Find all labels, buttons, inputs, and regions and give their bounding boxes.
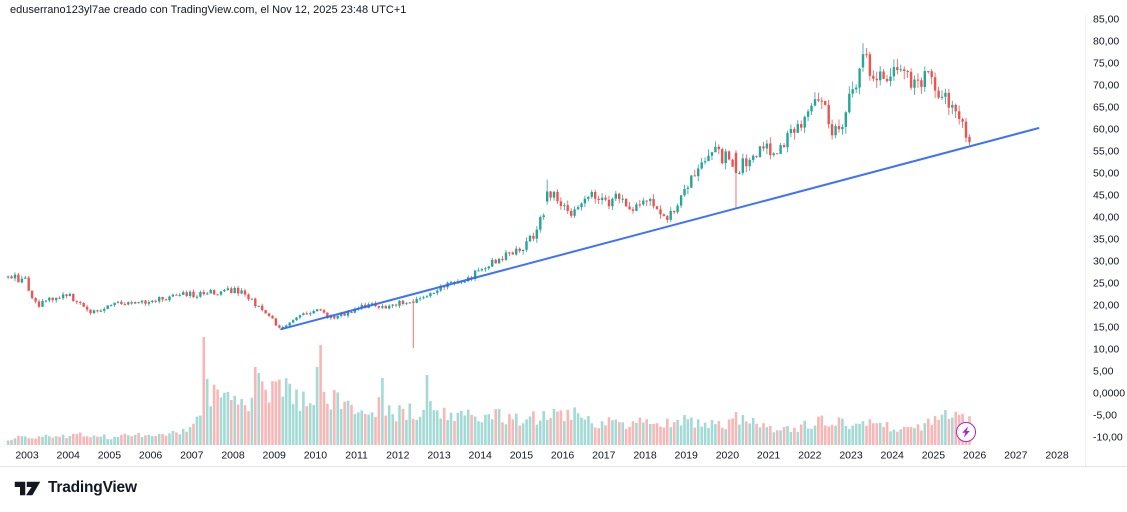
time-tick-label: 2018 [633, 450, 657, 462]
price-tick-label: 15,00 [1093, 322, 1119, 334]
price-tick-label: 10,00 [1093, 344, 1119, 356]
price-axis-top-clip [1080, 0, 1127, 15]
time-tick-label: 2025 [922, 450, 946, 462]
price-tick-label: 0,0000 [1093, 388, 1125, 400]
time-tick-label: 2022 [798, 450, 822, 462]
price-tick-label: -5,00 [1093, 410, 1117, 422]
time-tick-label: 2008 [221, 450, 245, 462]
price-tick-label: 65,00 [1093, 102, 1119, 114]
time-tick-label: 2003 [15, 450, 39, 462]
price-tick-label: 30,00 [1093, 256, 1119, 268]
price-tick-label: 75,00 [1093, 58, 1119, 70]
price-tick-label: 20,00 [1093, 300, 1119, 312]
price-tick-label: 70,00 [1093, 80, 1119, 92]
time-tick-label: 2011 [345, 450, 368, 462]
price-tick-label: 80,00 [1093, 36, 1119, 48]
time-tick-label: 2007 [180, 450, 204, 462]
tradingview-logo-mark [14, 481, 41, 495]
time-tick-label: 2006 [139, 450, 163, 462]
time-tick-label: 2016 [551, 450, 575, 462]
price-tick-label: -10,00 [1093, 432, 1123, 444]
attribution-text: eduserrano123yl7ae creado con TradingVie… [10, 4, 407, 16]
time-tick-label: 2014 [469, 450, 493, 462]
time-tick-label: 2012 [386, 450, 410, 462]
price-tick-label: 60,00 [1093, 124, 1119, 136]
lightning-bolt-glyph [962, 426, 970, 438]
price-tick-label: 25,00 [1093, 278, 1119, 290]
time-tick-label: 2015 [510, 450, 534, 462]
time-tick-label: 2024 [881, 450, 905, 462]
price-tick-label: 35,00 [1093, 234, 1119, 246]
time-tick-label: 2021 [757, 450, 781, 462]
price-tick-label: 5,00 [1093, 366, 1114, 378]
tradingview-logo-text: TradingView [48, 479, 137, 496]
time-tick-label: 2005 [98, 450, 122, 462]
candles-series [6, 43, 971, 349]
time-tick-label: 2009 [263, 450, 287, 462]
trendline-drawing[interactable] [280, 127, 1040, 331]
time-tick-label: 2026 [963, 450, 987, 462]
volume-series [6, 337, 971, 445]
time-tick-label: 2004 [57, 450, 81, 462]
time-tick-label: 2010 [304, 450, 328, 462]
tradingview-logo[interactable]: TradingView [14, 479, 137, 497]
price-tick-label: 45,00 [1093, 190, 1119, 202]
time-tick-label: 2017 [592, 450, 616, 462]
time-tick-label: 2013 [427, 450, 451, 462]
time-tick-label: 2019 [675, 450, 699, 462]
time-tick-label: 2023 [839, 450, 863, 462]
time-tick-label: 2027 [1004, 450, 1028, 462]
time-axis: 2003 2004 2005 2006 2007 2008 2009 2010 2011 2012… [15, 450, 1069, 462]
time-tick-label: 2020 [716, 450, 740, 462]
price-tick-label: 40,00 [1093, 212, 1119, 224]
time-tick-label: 2028 [1045, 450, 1069, 462]
price-tick-label: 85,00 [1093, 14, 1119, 26]
price-axis: 85,00 80,00 75,00 70,00 65,00 60,00 55,00 50,00… [1093, 14, 1125, 444]
price-tick-label: 55,00 [1093, 146, 1119, 158]
flash-icon[interactable] [956, 422, 976, 442]
price-tick-label: 50,00 [1093, 168, 1119, 180]
